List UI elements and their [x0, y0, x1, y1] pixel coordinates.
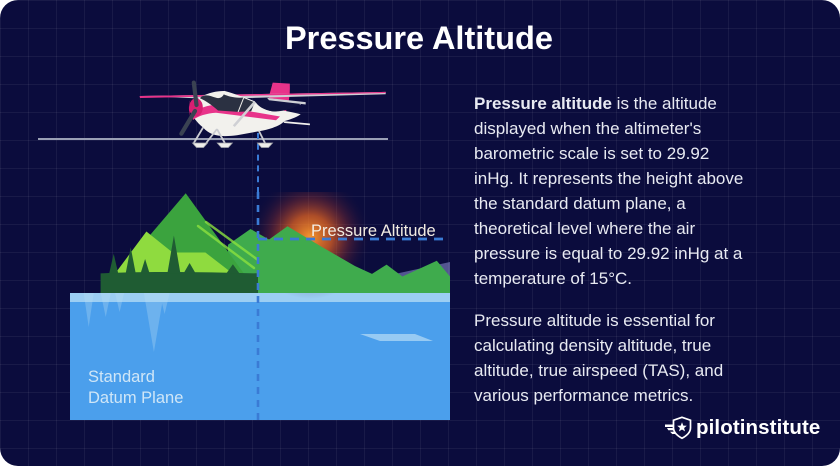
- svg-text:Datum Plane: Datum Plane: [88, 389, 183, 407]
- svg-text:Pressure Altitude: Pressure Altitude: [311, 222, 436, 240]
- svg-text:Standard: Standard: [88, 368, 155, 386]
